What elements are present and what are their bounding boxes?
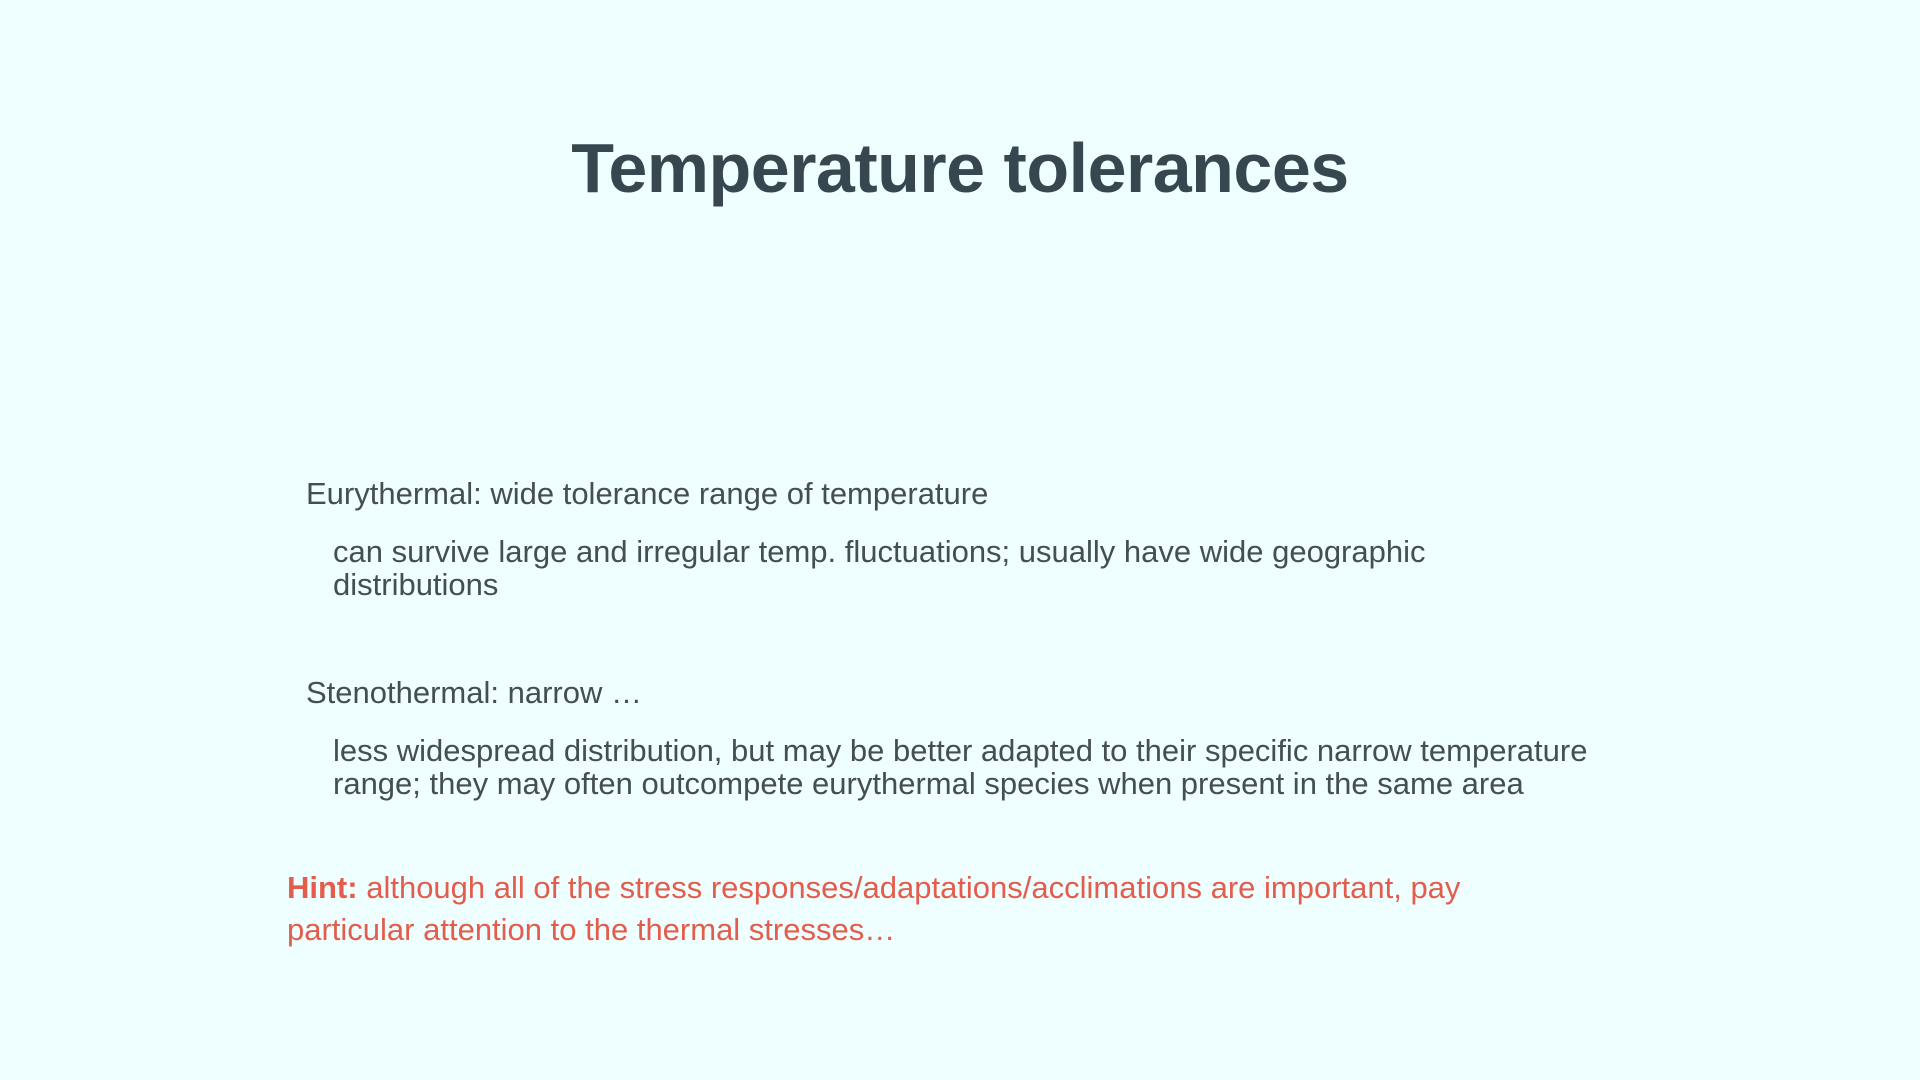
eurythermal-term: Eurythermal: wide tolerance range of tem… [306,476,989,511]
stenothermal-term: Stenothermal: narrow … [306,675,642,710]
hint-text: although all of the stress responses/ada… [287,870,1461,947]
hint-note: Hint: although all of the stress respons… [287,867,1547,951]
stenothermal-detail: less widespread distribution, but may be… [333,733,1588,801]
slide-title: Temperature tolerances [571,129,1349,207]
eurythermal-detail: can survive large and irregular temp. fl… [333,534,1426,602]
hint-label: Hint: [287,870,358,905]
